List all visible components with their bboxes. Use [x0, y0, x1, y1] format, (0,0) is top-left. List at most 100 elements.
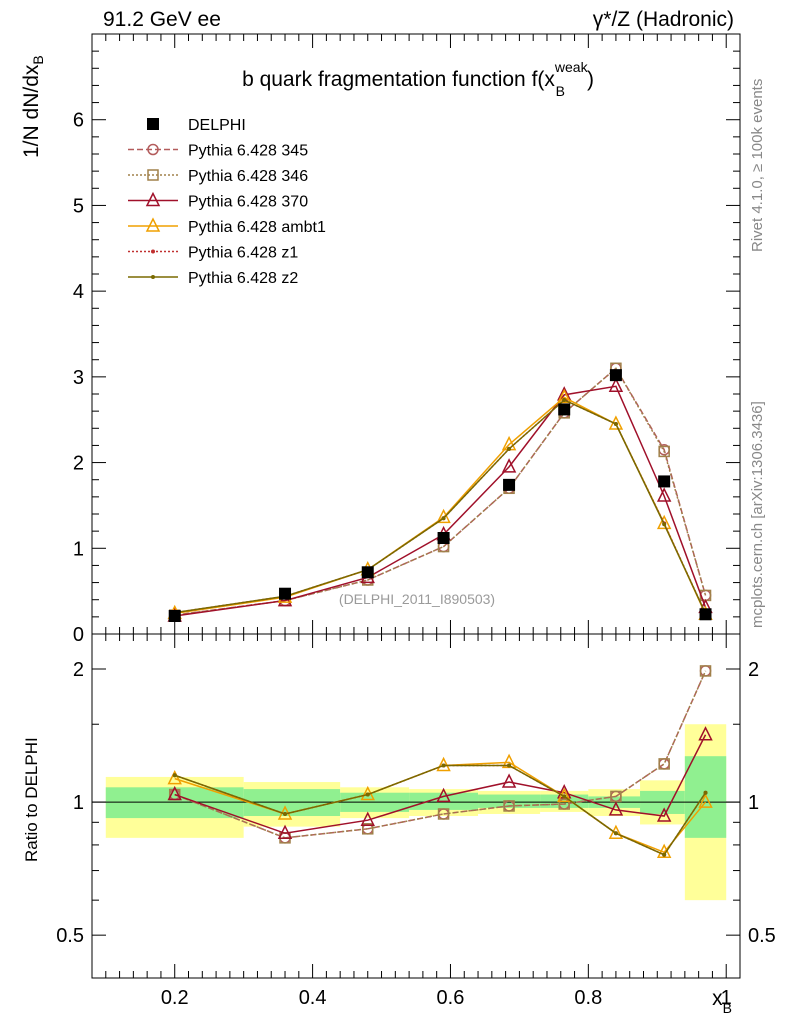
data-point-delphi: [699, 608, 712, 621]
ratio-series-line: [174, 670, 707, 839]
data-point-delphi: [609, 369, 622, 382]
main-y-axis-label: 1/N dN/dxB: [20, 55, 47, 158]
legend-marker: [151, 275, 155, 279]
ratio-point: [699, 665, 712, 677]
plot-frames: [91, 33, 741, 979]
legend-marker: [147, 118, 159, 130]
ratio-series: [167, 665, 713, 859]
rivet-version-label: Rivet 4.1.0, ≥ 100k events: [749, 78, 766, 252]
legend-label: DELPHI: [188, 117, 246, 134]
x-axis-label: xB: [712, 987, 732, 1016]
ratio-point: [662, 852, 667, 857]
ratio-frame: [91, 633, 741, 979]
main-y-tick-label: 3: [73, 367, 84, 389]
ratio-series-line: [174, 734, 707, 835]
ratio-y-tick-label-right: 2: [748, 659, 759, 681]
legend-marker: [147, 143, 159, 156]
ratio-point: [167, 785, 182, 801]
legend-marker: [151, 249, 155, 254]
ratio-point: [361, 823, 374, 835]
legend-label: Pythia 6.428 ambt1: [188, 219, 326, 236]
data-point-delphi: [658, 475, 671, 488]
ratio-point: [441, 763, 446, 768]
band-inner: [684, 756, 727, 838]
ratio-point: [608, 801, 624, 816]
series-line: [174, 385, 707, 617]
ratio-y-tick-label: 1: [73, 792, 84, 814]
legend-marker: [145, 191, 161, 207]
series-line: [174, 367, 707, 616]
ratio-uncertainty-bands: [105, 724, 727, 901]
data-point-delphi: [437, 532, 450, 544]
main-y-tick-label: 1: [73, 538, 84, 560]
data-point: [441, 516, 446, 521]
data-point: [507, 446, 512, 451]
ratio-y-axis-label: Ratio to DELPHI: [22, 737, 41, 862]
ratio-point: [562, 794, 567, 799]
data-point: [613, 422, 618, 426]
data-point: [656, 514, 672, 530]
series-line: [174, 399, 707, 614]
ratio-point: [437, 808, 450, 820]
main-y-tick-label: 6: [73, 110, 84, 132]
data-point-delphi: [168, 610, 181, 622]
legend-label: Pythia 6.428 z1: [188, 245, 298, 262]
ratio-point: [507, 763, 512, 768]
ratio-point: [360, 811, 375, 826]
ratio-point: [436, 756, 451, 772]
data-point: [556, 388, 572, 404]
ratio-point: [658, 758, 670, 770]
data-point-delphi: [279, 587, 292, 600]
ratio-y-tick-label-right: 1: [748, 792, 759, 814]
mcplots-label: mcplots.cern.ch [arXiv:1306.3436]: [749, 401, 766, 628]
series-line: [174, 399, 707, 614]
legend-label: Pythia 6.428 345: [188, 143, 308, 160]
ratio-point: [608, 824, 624, 840]
legend: DELPHI Pythia 6.428 345 Pythia 6.428 346 Py…: [128, 117, 326, 287]
ratio-point: [503, 800, 515, 812]
x-tick-label: 0.8: [574, 987, 602, 1009]
data-point-delphi: [558, 403, 571, 416]
axes: 0 1 2 3 4 5 6 0.5 0.5 1 1 2 2 0.2 0.4 0.6 0.8 1: [56, 33, 776, 1009]
main-y-tick-label: 5: [73, 195, 84, 217]
ratio-point: [698, 726, 713, 741]
ratio-point: [436, 787, 451, 803]
ratio-y-tick-label-right: 0.5: [748, 925, 776, 947]
ratio-point: [558, 798, 570, 810]
ratio-point: [365, 792, 370, 797]
data-point-delphi: [503, 478, 516, 491]
ratio-y-tick-label: 0.5: [56, 925, 84, 947]
ratio-y-tick-label: 2: [73, 659, 84, 681]
ratio-point: [656, 807, 672, 822]
legend-marker: [147, 169, 159, 181]
ratio-point: [613, 831, 618, 836]
data-point: [562, 398, 567, 402]
legend-label: Pythia 6.428 346: [188, 168, 308, 185]
data-point-delphi: [361, 566, 374, 579]
data-point: [436, 508, 451, 524]
ratio-point: [698, 793, 713, 808]
data-point: [656, 487, 672, 502]
legend-label: Pythia 6.428 z2: [188, 270, 298, 287]
legend-label: Pythia 6.428 370: [188, 194, 308, 211]
x-tick-label: 1: [721, 987, 732, 1009]
data-point: [658, 445, 670, 458]
ratio-point: [277, 824, 293, 840]
data-point: [662, 522, 667, 527]
ratio-point: [167, 769, 182, 785]
ratio-point: [283, 811, 288, 816]
main-y-tick-label: 4: [73, 281, 84, 303]
x-tick-label: 0.2: [161, 987, 189, 1009]
analysis-watermark: (DELPHI_2011_I890503): [339, 591, 495, 607]
legend-marker: [145, 217, 161, 232]
main-y-tick-label: 0: [73, 624, 84, 646]
series-line: [174, 367, 707, 616]
chart-title: b quark fragmentation function f(xweak B): [242, 59, 594, 99]
data-point: [501, 458, 517, 473]
ratio-point: [501, 773, 517, 788]
main-series: [167, 362, 713, 622]
ratio-point: [172, 773, 177, 778]
ratio-point: [703, 790, 708, 795]
x-tick-label: 0.4: [299, 987, 327, 1009]
